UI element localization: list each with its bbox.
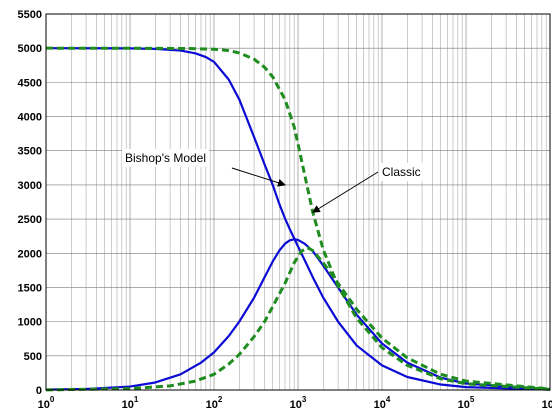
y-tick-label: 5000 bbox=[18, 43, 42, 55]
x-tick-base: 10 bbox=[374, 399, 386, 411]
y-tick-label: 1500 bbox=[18, 282, 42, 294]
y-tick-label: 4500 bbox=[18, 77, 42, 89]
series-layer bbox=[45, 46, 551, 392]
x-tick-exponent: 0 bbox=[50, 395, 55, 404]
annotation-label-background bbox=[122, 149, 209, 167]
x-tick-exponent: 1 bbox=[134, 395, 139, 404]
x-tick-exponent: 3 bbox=[302, 395, 307, 404]
y-tick-label: 500 bbox=[24, 351, 42, 363]
annotation-label: Classic bbox=[382, 165, 421, 179]
x-tick-label: 106 bbox=[542, 395, 552, 411]
x-tick-label: 104 bbox=[374, 395, 391, 411]
y-tick-label: 2500 bbox=[18, 214, 42, 226]
y-tick-label: 3500 bbox=[18, 146, 42, 158]
x-tick-base: 10 bbox=[38, 399, 50, 411]
x-tick-base: 10 bbox=[206, 399, 218, 411]
plot-frame bbox=[45, 13, 551, 391]
annotation-label: Bishop's Model bbox=[125, 151, 206, 165]
y-tick-label: 1000 bbox=[18, 317, 42, 329]
annotation-arrow bbox=[311, 171, 379, 213]
y-tick-label: 0 bbox=[36, 385, 42, 397]
x-tick-label: 103 bbox=[290, 395, 307, 411]
y-tick-label: 3000 bbox=[18, 180, 42, 192]
grid bbox=[45, 13, 550, 391]
x-tick-label: 102 bbox=[206, 395, 223, 411]
series-line-1 bbox=[45, 47, 551, 391]
x-tick-exponent: 5 bbox=[470, 395, 475, 404]
series-line-2 bbox=[45, 238, 551, 391]
x-tick-label: 105 bbox=[458, 395, 475, 411]
y-tick-label: 2000 bbox=[18, 248, 42, 260]
tick-labels: 0 500 1000 1500 2000 2500 3000 3500 4000 4500 5000… bbox=[18, 9, 552, 411]
x-tick-base: 10 bbox=[542, 399, 552, 411]
series-line-4 bbox=[45, 246, 551, 392]
y-tick-label: 5500 bbox=[18, 9, 42, 21]
x-tick-exponent: 4 bbox=[386, 395, 391, 404]
x-tick-label: 100 bbox=[38, 395, 55, 411]
annotations: Bishop's Model Classic bbox=[122, 149, 424, 213]
x-tick-base: 10 bbox=[290, 399, 302, 411]
x-tick-base: 10 bbox=[122, 399, 134, 411]
x-tick-exponent: 2 bbox=[218, 395, 223, 404]
series-line-3 bbox=[45, 46, 551, 391]
annotation-label-background bbox=[379, 163, 424, 181]
y-tick-label: 4000 bbox=[18, 112, 42, 124]
annotation-arrow bbox=[231, 167, 286, 187]
x-tick-label: 101 bbox=[122, 395, 139, 411]
x-tick-base: 10 bbox=[458, 399, 470, 411]
